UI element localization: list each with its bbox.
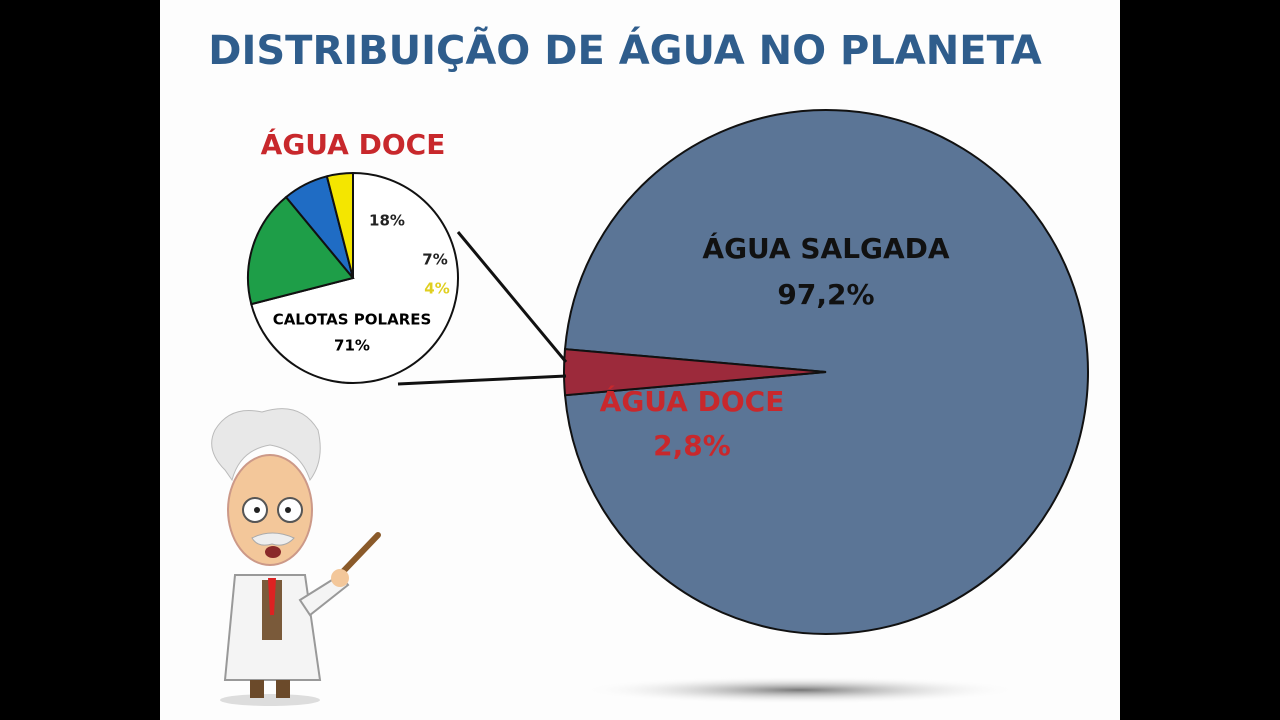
slice-label: ÁGUA DOCE — [600, 384, 785, 418]
value-label: 2,8% — [653, 429, 731, 462]
connector — [456, 231, 568, 363]
value-label: 71% — [334, 337, 370, 355]
charts: CALOTAS POLARES 71% 18% 7% 4% ÁGUA SALGADA 97,… — [247, 109, 1089, 635]
pie-slice — [563, 109, 1089, 635]
pie-slice — [325, 171, 354, 279]
value-label: 4% — [424, 280, 449, 298]
slide-title: DISTRIBUIÇÃO DE ÁGUA NO PLANETA — [208, 25, 1041, 74]
pie-slice — [250, 171, 459, 384]
slice-label: ÁGUA SALGADA — [702, 231, 950, 265]
scientist — [211, 408, 381, 706]
value-label: 97,2% — [777, 278, 874, 311]
pie-slice — [247, 195, 355, 306]
connector — [397, 374, 567, 386]
slice-label: CALOTAS POLARES — [273, 311, 432, 329]
value-label: 18% — [369, 212, 405, 230]
shadow — [580, 676, 1020, 704]
value-label: 7% — [422, 251, 447, 269]
pie-slice — [563, 348, 827, 397]
chart-title: ÁGUA DOCE — [261, 127, 446, 161]
